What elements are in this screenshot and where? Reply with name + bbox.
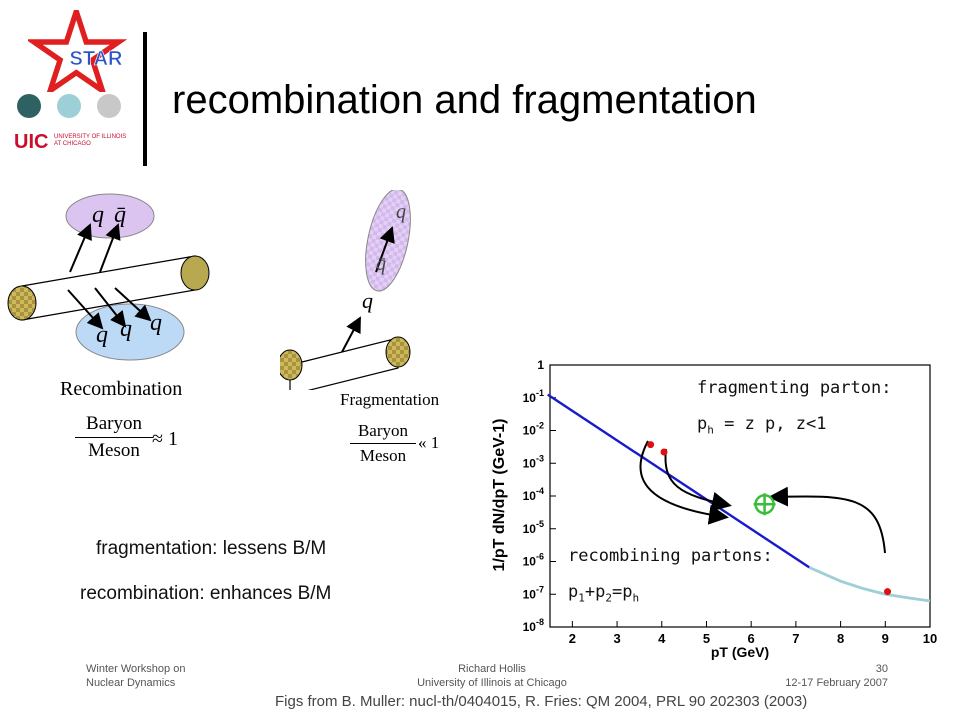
annotation-recombining-formula: p1+p2=ph — [568, 582, 639, 604]
figure-credit: Figs from B. Muller: nucl-th/0404015, R.… — [275, 693, 808, 710]
slide-number: 30 — [875, 663, 888, 675]
footer-left: Winter Workshop on Nuclear Dynamics — [86, 662, 185, 690]
star-logo: STAR — [28, 10, 128, 92]
y-tick-label: 10-7 — [523, 584, 544, 601]
formula-eq: =p — [611, 582, 633, 602]
uic-sub-line-1: UNIVERSITY OF ILLINOIS — [54, 134, 127, 140]
formula-sub: h — [632, 591, 640, 605]
dot-teal — [57, 94, 81, 118]
footer-right: 30 12-17 February 2007 — [680, 662, 888, 690]
y-tick-label: 10-3 — [523, 453, 544, 470]
quark-label: q — [120, 316, 132, 342]
antiquark-label: q̄ — [114, 202, 126, 228]
caption-fragmentation: fragmentation: lessens B/M — [96, 538, 327, 559]
y-ticks: 1 10-1 10-2 10-3 10-4 10-5 10-6 10-7 10-8 — [523, 358, 556, 634]
quark-label: q — [96, 322, 108, 348]
x-tick-label: 7 — [792, 631, 799, 646]
title-divider — [143, 32, 147, 166]
formula-p1: p — [568, 582, 579, 602]
x-tick-label: 8 — [837, 631, 844, 646]
formula-plus: +p — [584, 582, 606, 602]
tube-end-right — [385, 336, 411, 368]
dot-grey — [97, 94, 121, 118]
footer-left-line-1: Winter Workshop on — [86, 663, 186, 675]
hadron-ellipse — [365, 190, 411, 292]
target-marker — [753, 493, 776, 516]
dot-dark — [17, 94, 41, 118]
x-tick-label: 9 — [882, 631, 889, 646]
footer-center-line-2: University of Illinois at Chicago — [417, 677, 567, 689]
x-ticks: 2 3 4 5 6 7 8 9 10 — [569, 621, 937, 646]
x-tick-label: 3 — [613, 631, 620, 646]
slide-title: recombination and fragmentation — [172, 78, 757, 122]
annotation-fragmenting: fragmenting parton: — [697, 378, 892, 398]
tube-end-left — [280, 349, 303, 381]
ratio-relation: ≈ 1 — [152, 428, 178, 450]
footer-date: 12-17 February 2007 — [785, 677, 888, 689]
antiquark-label: q̄ — [376, 253, 386, 275]
meson-ellipse — [65, 193, 155, 239]
formula-p: p — [697, 414, 708, 434]
recombination-label: Recombination — [60, 378, 183, 400]
ratio-denominator: Meson — [359, 446, 407, 465]
recombination-arrows — [67, 223, 152, 330]
caption-recombination: recombination: enhances B/M — [80, 583, 332, 604]
series-line — [808, 566, 931, 603]
parton-label: q — [362, 288, 373, 313]
ratio-numerator: Baryon — [75, 413, 153, 438]
uic-logo-subtitle: UNIVERSITY OF ILLINOIS AT CHICAGO — [54, 134, 126, 148]
ratio-numerator: Baryon — [350, 421, 416, 444]
uic-logo: UIC — [14, 131, 49, 153]
fragmentation-arrows — [341, 226, 395, 353]
series-lines — [547, 393, 931, 603]
x-tick-label: 2 — [569, 631, 576, 646]
y-tick-label: 10-2 — [523, 421, 544, 438]
y-tick-label: 1 — [537, 358, 544, 372]
y-tick-label: 10-6 — [523, 552, 544, 569]
formula-sub: 1 — [578, 591, 585, 605]
x-tick-label: 6 — [748, 631, 755, 646]
tube-end-right — [180, 255, 210, 291]
x-axis-label: pT (GeV) — [711, 644, 769, 660]
formula-rest: = z p, z<1 — [713, 414, 827, 434]
spectrum-chart: 2 3 4 5 6 7 8 9 10 1 10-1 10-2 10-3 10-4 10-5 10-6 10-7… — [491, 358, 937, 660]
y-axis-label: 1/pT dN/dpT (GeV-1) — [491, 419, 508, 572]
recombination-diagram: q q̄ q q q — [7, 193, 210, 361]
fragmentation-label: Fragmentation — [340, 390, 440, 409]
quark-label: q — [150, 310, 162, 336]
y-tick-label: 10-5 — [523, 519, 544, 536]
ratio-denominator: Meson — [88, 440, 140, 461]
x-tick-label: 4 — [658, 631, 666, 646]
star-icon — [28, 10, 128, 92]
annotation-fragmenting-formula: ph = z p, z<1 — [697, 414, 826, 436]
data-point — [660, 448, 668, 456]
series-line — [547, 393, 810, 569]
tube-end-left — [7, 285, 37, 321]
data-points — [647, 441, 892, 596]
footer-center-line-1: Richard Hollis — [458, 663, 526, 675]
formula-sub: h — [707, 423, 714, 437]
y-tick-label: 10-1 — [523, 388, 544, 405]
ratio-fraction: Baryon Meson — [350, 421, 416, 466]
ratio-fraction: Baryon Meson — [75, 413, 153, 462]
formula-sub: 2 — [605, 591, 612, 605]
curved-arrows — [639, 440, 886, 554]
quark-label: q — [92, 202, 104, 228]
annotation-recombining: recombining partons: — [568, 546, 773, 566]
tube-body — [289, 337, 399, 390]
fragmentation-diagram: q q̄ q — [280, 190, 411, 390]
y-tick-label: 10-4 — [523, 486, 544, 503]
footer-center: Richard Hollis University of Illinois at… — [382, 662, 602, 690]
footer-left-line-2: Nuclear Dynamics — [86, 677, 176, 689]
y-tick-label: 10-8 — [523, 617, 544, 634]
ratio-relation: « 1 — [418, 433, 440, 452]
x-tick-label: 10 — [923, 631, 937, 646]
star-logo-text: STAR — [70, 48, 124, 70]
data-point — [884, 588, 892, 596]
quark-label: q — [396, 201, 406, 223]
uic-sub-line-2: AT CHICAGO — [54, 141, 91, 147]
x-tick-label: 5 — [703, 631, 710, 646]
data-point — [647, 441, 655, 449]
